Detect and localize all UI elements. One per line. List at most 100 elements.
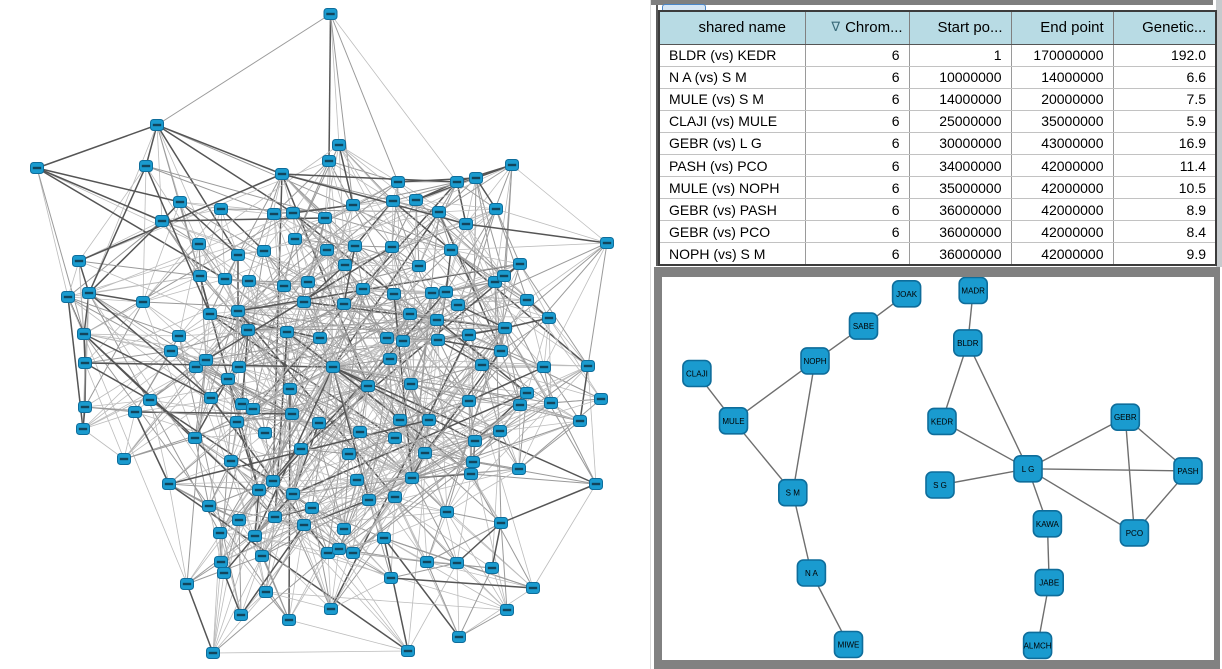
network-edge[interactable] xyxy=(424,452,502,524)
network-edge[interactable] xyxy=(84,301,144,408)
network-edge[interactable] xyxy=(526,299,545,368)
network-edge[interactable] xyxy=(356,327,506,481)
cell-value[interactable]: 6 xyxy=(804,132,909,155)
network-edge[interactable] xyxy=(208,505,290,621)
cell-value[interactable]: 6 xyxy=(804,110,909,133)
network-edge[interactable] xyxy=(220,208,275,215)
network-edge[interactable] xyxy=(36,124,158,169)
network-edge[interactable] xyxy=(283,249,328,287)
network-edge[interactable] xyxy=(212,519,240,654)
network-edge[interactable] xyxy=(273,160,330,215)
network-edge[interactable] xyxy=(209,280,250,315)
network-edge[interactable] xyxy=(426,561,460,638)
network-edge[interactable] xyxy=(303,479,358,526)
network-edge[interactable] xyxy=(526,242,608,301)
network-edge[interactable] xyxy=(367,383,412,387)
network-edge[interactable] xyxy=(354,200,394,247)
table-row[interactable]: GEBR (vs) PASH 6 36000000 42000000 8.9 xyxy=(659,198,1216,222)
network-edge[interactable] xyxy=(391,246,433,294)
network-edge[interactable] xyxy=(368,452,426,501)
network-edge[interactable] xyxy=(348,453,396,498)
network-edge[interactable] xyxy=(212,496,396,654)
network-edge[interactable] xyxy=(368,477,413,501)
network-node-pco[interactable]: PCO xyxy=(1119,519,1150,547)
network-edge[interactable] xyxy=(220,516,276,563)
column-header-end-point[interactable]: End point xyxy=(1010,11,1113,45)
network-edge[interactable] xyxy=(391,200,394,248)
network-edge[interactable] xyxy=(330,13,458,183)
network-edge[interactable] xyxy=(338,496,396,550)
table-panel-tab[interactable] xyxy=(662,4,706,11)
table-row[interactable]: NOPH (vs) S M 6 36000000 42000000 9.9 xyxy=(659,242,1216,265)
network-edge[interactable] xyxy=(445,263,521,293)
network-edge[interactable] xyxy=(265,591,332,610)
network-edge[interactable] xyxy=(223,572,242,616)
network-edge[interactable] xyxy=(36,167,85,335)
network-edge[interactable] xyxy=(83,333,212,399)
network-edge[interactable] xyxy=(83,333,210,507)
network-edge[interactable] xyxy=(438,208,497,213)
network-edge[interactable] xyxy=(209,313,291,390)
network-edge[interactable] xyxy=(332,366,597,485)
network-edge[interactable] xyxy=(415,199,497,210)
network-edge[interactable] xyxy=(161,208,222,222)
column-header-genetic---[interactable]: Genetic... xyxy=(1112,11,1216,45)
network-edge[interactable] xyxy=(168,483,260,491)
network-edge[interactable] xyxy=(343,452,426,530)
network-edge[interactable] xyxy=(391,246,395,295)
network-edge[interactable] xyxy=(362,177,477,290)
network-edge[interactable] xyxy=(261,366,334,557)
network-edge[interactable] xyxy=(354,245,395,295)
network-edge[interactable] xyxy=(142,243,200,303)
network-edge[interactable] xyxy=(261,507,313,557)
network-edge[interactable] xyxy=(410,383,426,454)
network-edge[interactable] xyxy=(386,293,395,339)
network-edge[interactable] xyxy=(272,402,552,482)
network-edge[interactable] xyxy=(470,473,597,485)
network-edge[interactable] xyxy=(450,249,528,301)
network-edge[interactable] xyxy=(318,319,438,424)
network-edge[interactable] xyxy=(83,333,180,337)
network-edge[interactable] xyxy=(324,217,426,454)
cell-shared-name[interactable]: PASH (vs) PCO xyxy=(659,154,805,178)
network-edge[interactable] xyxy=(212,532,221,654)
main-network-canvas[interactable] xyxy=(0,0,652,669)
network-edge[interactable] xyxy=(145,124,158,167)
network-edge[interactable] xyxy=(456,522,502,564)
network-edge[interactable] xyxy=(84,362,151,401)
network-edge[interactable] xyxy=(330,537,385,610)
network-edge[interactable] xyxy=(494,281,506,329)
network-node-l-g[interactable]: L G xyxy=(1013,454,1043,483)
network-edge[interactable] xyxy=(88,292,212,399)
network-edge[interactable] xyxy=(394,496,448,513)
network-edge[interactable] xyxy=(354,245,364,290)
network-edge[interactable] xyxy=(230,281,309,462)
network-view-main[interactable] xyxy=(0,0,652,669)
network-edge[interactable] xyxy=(88,275,201,294)
network-edge[interactable] xyxy=(343,293,395,305)
network-edge[interactable] xyxy=(241,403,294,495)
network-edge[interactable] xyxy=(543,366,581,422)
network-edge[interactable] xyxy=(294,181,399,240)
network-edge[interactable] xyxy=(548,317,589,367)
network-edge[interactable] xyxy=(303,524,332,610)
network-edge[interactable] xyxy=(254,535,329,554)
network-edge[interactable] xyxy=(84,406,320,424)
network-edge[interactable] xyxy=(472,461,597,485)
network-edge[interactable] xyxy=(458,587,534,638)
network-edge[interactable] xyxy=(247,291,447,331)
table-row[interactable]: GEBR (vs) PCO 6 36000000 42000000 8.4 xyxy=(659,220,1216,244)
network-edge[interactable] xyxy=(390,577,534,589)
network-edge[interactable] xyxy=(254,340,404,537)
network-edge[interactable] xyxy=(88,165,147,294)
network-edge[interactable] xyxy=(343,477,413,530)
network-edge[interactable] xyxy=(168,460,232,485)
network-edge[interactable] xyxy=(123,397,212,460)
network-edge[interactable] xyxy=(468,366,545,402)
network-edge[interactable] xyxy=(194,397,212,439)
cell-value[interactable]: 14000000 xyxy=(908,88,1011,111)
network-edge[interactable] xyxy=(399,419,413,479)
cell-shared-name[interactable]: GEBR (vs) L G xyxy=(659,132,805,155)
network-edge[interactable] xyxy=(391,246,426,454)
network-edge[interactable] xyxy=(178,278,226,337)
